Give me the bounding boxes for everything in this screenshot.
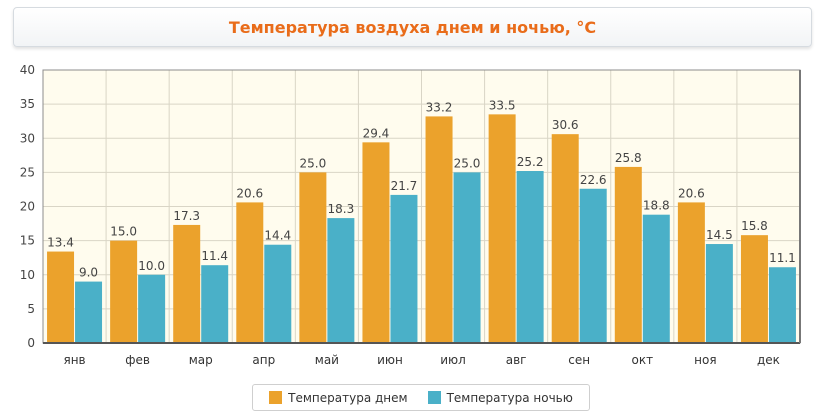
data-label-night: 21.7 (391, 179, 418, 193)
bar-night (705, 244, 733, 343)
y-tick-label: 40 (20, 63, 35, 77)
legend-item-day[interactable]: Температура днем (269, 390, 408, 405)
chart-legend[interactable]: Температура днем Температура ночью (252, 384, 590, 411)
bar-night (327, 218, 355, 343)
x-tick-label: дек (757, 353, 780, 367)
x-tick-label: ноя (694, 353, 716, 367)
bar-night (75, 281, 103, 343)
chart-title-bar: Температура воздуха днем и ночью, °С (13, 7, 812, 47)
y-tick-label: 15 (20, 234, 35, 248)
bar-night (579, 188, 607, 343)
data-label-day: 30.6 (552, 118, 579, 132)
bar-day (173, 224, 201, 343)
bar-night (264, 244, 292, 343)
y-tick-label: 20 (20, 200, 35, 214)
y-tick-label: 5 (27, 302, 35, 316)
data-label-night: 25.0 (454, 156, 481, 170)
data-label-day: 15.8 (741, 219, 768, 233)
data-label-day: 33.2 (426, 100, 453, 114)
data-label-night: 10.0 (138, 259, 165, 273)
bar-day (740, 235, 768, 343)
data-label-night: 18.3 (328, 202, 355, 216)
data-label-day: 17.3 (173, 209, 200, 223)
data-label-night: 14.5 (706, 228, 733, 242)
bar-night (516, 171, 544, 343)
data-label-night: 25.2 (517, 155, 544, 169)
y-tick-label: 10 (20, 268, 35, 282)
data-label-day: 20.6 (236, 186, 263, 200)
bar-day (47, 251, 75, 343)
legend-swatch-night (427, 391, 441, 404)
x-tick-label: фев (125, 353, 150, 367)
data-label-night: 9.0 (79, 266, 98, 280)
data-label-day: 33.5 (489, 98, 516, 112)
data-label-day: 13.4 (47, 236, 74, 250)
x-tick-label: авг (506, 353, 527, 367)
data-label-night: 11.1 (769, 251, 796, 265)
data-label-day: 20.6 (678, 186, 705, 200)
data-label-day: 29.4 (363, 126, 390, 140)
x-tick-label: июл (440, 353, 466, 367)
x-tick-label: май (315, 353, 339, 367)
y-tick-label: 35 (20, 97, 35, 111)
bar-day (677, 202, 705, 343)
data-label-day: 25.8 (615, 151, 642, 165)
y-tick-label: 0 (27, 336, 35, 350)
data-label-night: 14.4 (264, 229, 291, 243)
x-tick-label: окт (631, 353, 653, 367)
bar-day (362, 142, 390, 343)
bar-night (453, 172, 481, 343)
data-label-night: 18.8 (643, 199, 670, 213)
data-label-day: 15.0 (110, 225, 137, 239)
chart-title: Температура воздуха днем и ночью, °С (228, 17, 597, 37)
bar-day (425, 116, 453, 343)
bar-night (768, 267, 796, 343)
bar-night (390, 194, 418, 343)
data-label-day: 25.0 (300, 156, 327, 170)
x-tick-label: сен (568, 353, 590, 367)
bar-day (299, 172, 327, 343)
legend-item-night[interactable]: Температура ночью (427, 390, 573, 405)
x-tick-label: мар (189, 353, 213, 367)
legend-swatch-day (269, 391, 283, 404)
bar-day (236, 202, 264, 343)
bar-day (488, 114, 516, 343)
y-tick-label: 25 (20, 165, 35, 179)
bar-day (551, 134, 579, 343)
y-tick-label: 30 (20, 131, 35, 145)
legend-label-day: Температура днем (288, 390, 408, 405)
bar-day (110, 240, 138, 343)
x-tick-label: янв (63, 353, 85, 367)
data-label-night: 22.6 (580, 173, 607, 187)
bar-night (642, 214, 670, 343)
x-tick-label: апр (252, 353, 275, 367)
bar-day (614, 166, 642, 343)
legend-label-night: Температура ночью (446, 390, 573, 405)
data-label-night: 11.4 (201, 249, 228, 263)
bar-night (201, 265, 229, 343)
x-tick-label: июн (377, 353, 403, 367)
bar-night (138, 274, 166, 343)
